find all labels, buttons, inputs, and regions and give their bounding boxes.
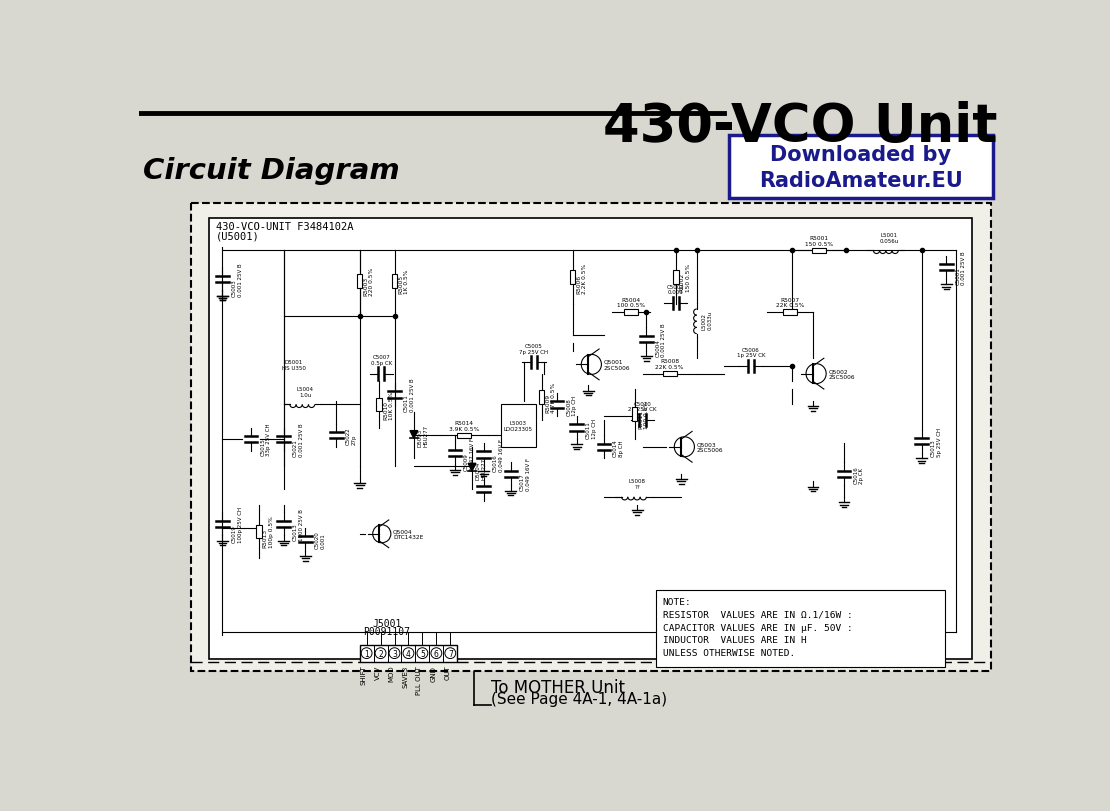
Bar xyxy=(539,390,545,404)
Text: R5011
100 0.5%: R5011 100 0.5% xyxy=(638,401,649,428)
Text: L5002
0.033u: L5002 0.033u xyxy=(702,311,713,330)
Bar xyxy=(360,645,457,662)
Text: R5006
2.2K 0.5%: R5006 2.2K 0.5% xyxy=(576,263,587,293)
Text: P0091107: P0091107 xyxy=(363,626,411,637)
Text: C5020
0.001: C5020 0.001 xyxy=(314,530,325,548)
Text: C5005
7p 25V CH: C5005 7p 25V CH xyxy=(519,343,548,354)
Text: C5014
8p CH: C5014 8p CH xyxy=(613,439,624,456)
Text: D5003
HSU277: D5003 HSU277 xyxy=(417,425,428,447)
Text: 430-VCO-UNIT F3484102A: 430-VCO-UNIT F3484102A xyxy=(216,221,354,232)
Text: L5004
1.0u: L5004 1.0u xyxy=(296,387,314,397)
Text: Q5002
2SC5006: Q5002 2SC5006 xyxy=(828,369,855,380)
Text: R5013
100p 0.5%: R5013 100p 0.5% xyxy=(263,516,273,547)
Text: C5011
12p CH: C5011 12p CH xyxy=(586,418,597,438)
Text: 430-VCO Unit: 430-VCO Unit xyxy=(603,101,998,152)
Text: C5016
2p CK: C5016 2p CK xyxy=(854,466,864,483)
Text: C5013
1000 25V B: C5013 1000 25V B xyxy=(293,508,304,540)
Text: C5013
5p 25V CH: C5013 5p 25V CH xyxy=(931,427,941,457)
Text: NOTE:
RESISTOR  VALUES ARE IN Ω.1/16W :
CAPACITOR VALUES ARE IN μF. 50V :
INDUCT: NOTE: RESISTOR VALUES ARE IN Ω.1/16W : C… xyxy=(663,597,852,658)
Text: 4: 4 xyxy=(406,649,411,658)
Text: PLL OUT: PLL OUT xyxy=(416,665,423,693)
Text: C5004
0.001 25V B: C5004 0.001 25V B xyxy=(656,323,666,356)
Text: C5007
0.5p CK: C5007 0.5p CK xyxy=(371,355,392,366)
Text: SHIFT: SHIFT xyxy=(361,665,366,684)
Bar xyxy=(663,371,677,377)
Bar xyxy=(502,405,536,447)
Text: C5006
1p 25V CK: C5006 1p 25V CK xyxy=(737,347,765,358)
Text: R5003
220 0.5%: R5003 220 0.5% xyxy=(363,268,374,296)
Polygon shape xyxy=(410,431,417,439)
Text: GND: GND xyxy=(431,665,436,680)
Text: 6: 6 xyxy=(434,649,438,658)
Bar xyxy=(656,590,945,667)
Text: MOD: MOD xyxy=(388,665,394,681)
Text: L5001
0.056u: L5001 0.056u xyxy=(879,233,899,243)
Bar xyxy=(392,275,397,289)
Text: R5007
22K 0.5%: R5007 22K 0.5% xyxy=(776,298,804,308)
Bar xyxy=(357,275,362,289)
Bar xyxy=(209,219,972,659)
Text: C5002
0.001: C5002 0.001 xyxy=(667,284,685,295)
Text: SAVE3: SAVE3 xyxy=(403,665,408,687)
Text: OUT: OUT xyxy=(444,665,451,680)
Text: 1: 1 xyxy=(364,649,369,658)
Text: 5: 5 xyxy=(420,649,425,658)
Text: R5008
22K 0.5%: R5008 22K 0.5% xyxy=(655,358,684,370)
Text: Circuit Diagram: Circuit Diagram xyxy=(142,157,400,184)
Text: C5022
27p: C5022 27p xyxy=(345,427,356,444)
Text: L5003
LDO23305: L5003 LDO23305 xyxy=(504,420,533,431)
Text: To MOTHER Unit: To MOTHER Unit xyxy=(492,678,625,696)
Text: J5001: J5001 xyxy=(372,618,402,628)
Text: R5014
3.9K 0.5%: R5014 3.9K 0.5% xyxy=(450,420,480,431)
Text: R5005
1K 0.5%: R5005 1K 0.5% xyxy=(398,269,410,294)
Text: R5004
100 0.5%: R5004 100 0.5% xyxy=(617,298,645,308)
Text: C5021
0.001 25V B: C5021 0.001 25V B xyxy=(293,423,304,457)
Text: D5001
HS U350: D5001 HS U350 xyxy=(282,359,305,371)
Bar xyxy=(729,135,992,199)
Bar xyxy=(813,248,826,254)
Text: C5017
0.049 16V F: C5017 0.049 16V F xyxy=(521,457,531,491)
Text: R5001
150 0.5%: R5001 150 0.5% xyxy=(805,236,834,247)
Bar xyxy=(571,271,575,285)
Bar xyxy=(256,525,262,539)
Text: Q5004
DTC1432E: Q5004 DTC1432E xyxy=(393,529,423,539)
Bar xyxy=(624,310,638,315)
Bar xyxy=(632,408,637,422)
Text: C5011
0.001 25V B: C5011 0.001 25V B xyxy=(404,378,415,412)
Bar xyxy=(191,204,991,671)
Text: C5001
0.001 25V B: C5001 0.001 25V B xyxy=(956,251,967,285)
Text: L5008
??: L5008 ?? xyxy=(628,478,646,490)
Text: C5019
100p 25V CH: C5019 100p 25V CH xyxy=(232,506,243,543)
Bar xyxy=(376,398,382,412)
Text: (See Page 4A-1, 4A-1a): (See Page 4A-1, 4A-1a) xyxy=(492,691,667,706)
Bar xyxy=(783,310,797,315)
Text: Q5003
2SC5006: Q5003 2SC5006 xyxy=(697,442,724,453)
Text: C5015
33p 25V CH: C5015 33p 25V CH xyxy=(261,423,271,456)
Text: RadioAmateur.EU: RadioAmateur.EU xyxy=(759,170,963,191)
Text: C5009
0.047 16V F: C5009 0.047 16V F xyxy=(464,437,475,470)
Text: C5003
0.001 25V B: C5003 0.001 25V B xyxy=(232,263,243,296)
Polygon shape xyxy=(468,464,476,471)
Text: D5004
HSU277: D5004 HSU277 xyxy=(476,457,486,479)
Text: (U5001): (U5001) xyxy=(216,232,260,242)
Text: VCV: VCV xyxy=(374,665,381,679)
Text: C5016
0.049 16V F: C5016 0.049 16V F xyxy=(493,439,504,471)
Bar xyxy=(673,271,678,285)
Text: R5009
4.7K 0.5%: R5009 4.7K 0.5% xyxy=(546,382,556,412)
Text: Downloaded by: Downloaded by xyxy=(770,145,951,165)
Text: C5010
2p 25V CK: C5010 2p 25V CK xyxy=(628,401,657,412)
Text: 2: 2 xyxy=(379,649,383,658)
Text: 3: 3 xyxy=(392,649,397,658)
Text: C5008
12p CH: C5008 12p CH xyxy=(566,395,577,415)
Bar xyxy=(457,433,472,439)
Text: 7: 7 xyxy=(447,649,453,658)
Text: Q5001
2SC5006: Q5001 2SC5006 xyxy=(604,359,630,371)
Text: R5002
150 0.5%: R5002 150 0.5% xyxy=(679,264,690,292)
Text: R5010
10K 0.5%: R5010 10K 0.5% xyxy=(383,391,394,419)
